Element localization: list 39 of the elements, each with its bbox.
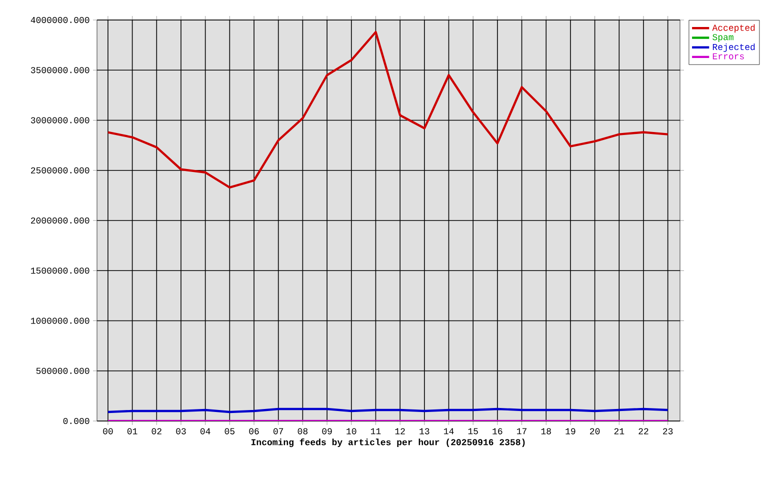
x-tick-label: 03 xyxy=(176,428,186,434)
y-tick-label: 0.000 xyxy=(63,418,90,424)
x-tick-label: 18 xyxy=(541,428,551,434)
x-tick-label: 00 xyxy=(103,428,113,434)
x-tick-label: 06 xyxy=(249,428,259,434)
x-tick-label: 05 xyxy=(224,428,234,434)
y-tick-label: 1000000.000 xyxy=(31,318,90,324)
line-series xyxy=(106,30,669,189)
x-tick-label: 15 xyxy=(468,428,478,434)
x-tick-label: 01 xyxy=(127,428,138,434)
x-tick-label: 16 xyxy=(492,428,502,434)
x-tick-label: 14 xyxy=(444,428,454,434)
y-tick-label: 3000000.000 xyxy=(30,117,90,124)
y-tick-label: 2500000.000 xyxy=(31,167,90,174)
y-tick-label: 4000000.000 xyxy=(30,16,90,24)
x-tick-label: 23 xyxy=(663,428,673,434)
legend-label: Rejected xyxy=(712,43,755,52)
x-tick-label: 07 xyxy=(274,428,284,434)
legend-label: Accepted xyxy=(712,24,755,33)
x-tick-label: 21 xyxy=(614,428,624,434)
x-tick-label: 09 xyxy=(322,428,332,434)
x-tick-label: 11 xyxy=(370,428,381,434)
x-tick-label: 13 xyxy=(420,428,430,434)
x-axis-title: Incoming feeds by articles per hour (20250916 2358) xyxy=(251,438,525,448)
x-tick-label: 04 xyxy=(200,428,210,434)
x-tick-label: 02 xyxy=(152,428,162,434)
x-tick-label: 10 xyxy=(346,428,356,434)
legend-label: Spam xyxy=(712,34,734,42)
x-tick-label: 20 xyxy=(590,428,600,434)
y-tick-label: 3500000.000 xyxy=(30,67,90,74)
y-tick-label: 500000.000 xyxy=(36,368,90,374)
x-tick-label: 17 xyxy=(517,428,526,434)
x-tick-label: 12 xyxy=(395,428,405,434)
x-tick-label: 22 xyxy=(638,428,648,434)
x-tick-label: 19 xyxy=(566,428,576,434)
y-tick-label: 2000000.000 xyxy=(31,217,90,224)
x-tick-label: 08 xyxy=(298,428,308,434)
legend-label: Errors xyxy=(712,53,744,60)
y-tick-label: 1500000.000 xyxy=(31,268,90,274)
